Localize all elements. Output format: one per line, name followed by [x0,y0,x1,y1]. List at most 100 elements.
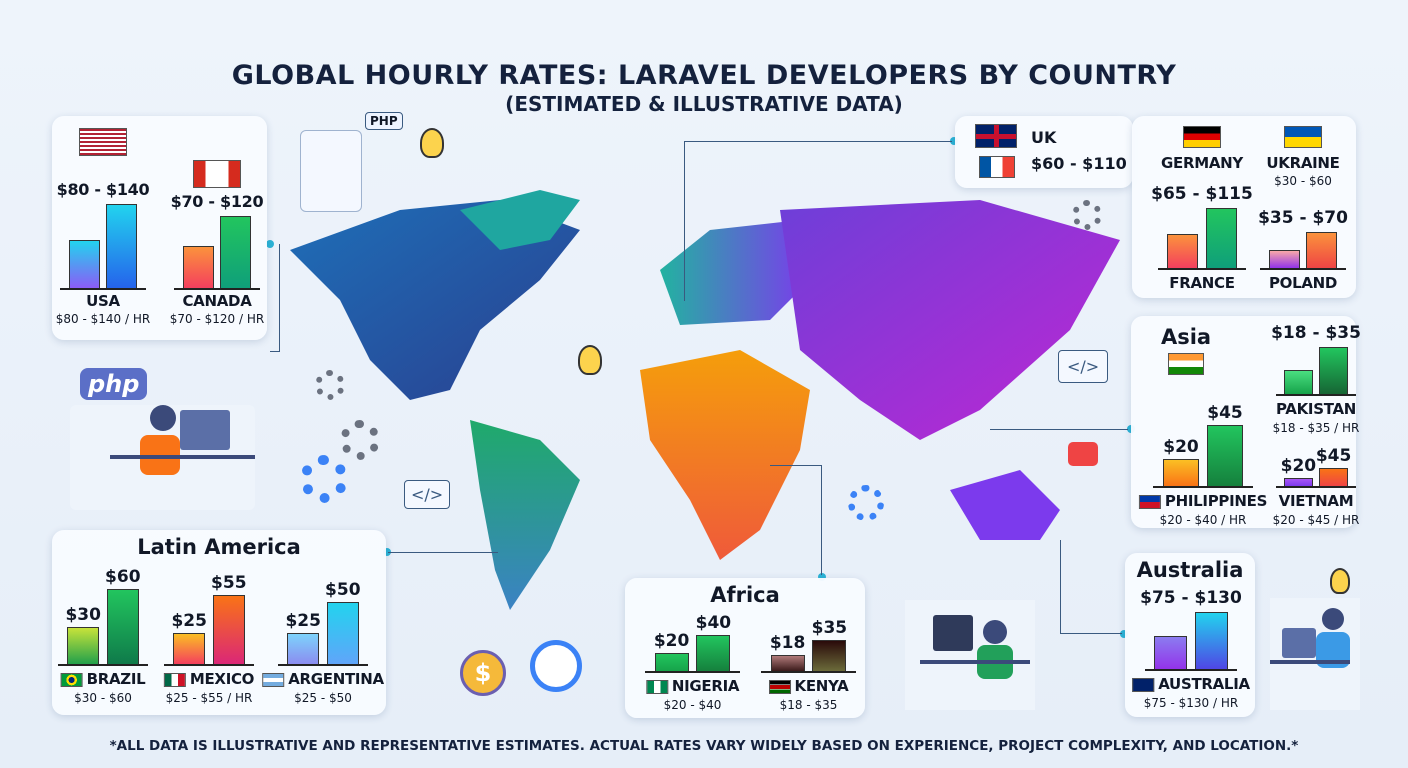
asia-shape [780,200,1120,440]
lightbulb-icon [420,128,444,158]
bar-area [278,601,368,664]
country-name: VIETNAM [1279,492,1354,510]
min-bar-label: $20 [1280,456,1317,476]
min-bar-label: $30 [65,604,101,625]
bar-area [60,204,146,288]
germany-flag-icon [1183,126,1221,148]
bar-min [68,240,100,288]
country-group-australia: $75 - $130 AUSTRALIA $75 - $130 / HR [1132,553,1250,717]
uk-label: UK [1031,128,1057,147]
uk-range: $60 - $110 [1031,154,1127,173]
country-name: UKRAINE [1266,154,1340,172]
connector-line [388,552,498,553]
bar-max [1306,231,1338,268]
bar-baseline [174,288,260,290]
country-group-philippines: $20 $45 PHILIPPINES $20 - $40 / HR [1138,316,1267,528]
country-name: ARGENTINA [262,670,384,688]
min-bar-label: $20 [1163,437,1199,457]
country-name: MEXICO [163,670,255,688]
bar-baseline [278,664,368,666]
country-range: $80 - $140 / HR [55,312,151,326]
country-range: $20 - $40 / HR [1159,513,1247,527]
bar-max [106,204,138,288]
country-range: $18 - $35 / HR [1272,421,1360,435]
min-bar-label: $18 [769,632,806,653]
country-name-text: ARGENTINA [288,670,384,688]
panel-north-america: $80 - $140 USA $80 - $140 / HR $70 - $120 CA… [52,116,267,340]
bar-baseline [1276,394,1356,396]
bar-min [1284,478,1313,486]
bar-min [654,653,689,671]
country-name-text: KENYA [794,677,849,695]
max-bar-label: $50 [325,579,361,600]
bar-area [761,639,856,671]
bar-baseline [761,671,856,673]
australia-shape [950,470,1060,540]
country-group-mexico: $25 $55 MEXICO $25 - $55 / HR [163,530,255,715]
argentina-flag-icon [262,672,285,687]
bar-max [1205,208,1238,268]
range-bar-label: $65 - $115 [1151,184,1253,205]
nigeria-flag-icon [645,679,668,694]
country-name: FRANCE [1169,274,1235,292]
php-badge: PHP [365,112,403,130]
gear-icon [340,420,380,460]
country-name-text: PHILIPPINES [1164,492,1268,510]
country-group-ukraine: $35 - $70 UKRAINE $30 - $60 POLAND [1258,116,1348,298]
bar-max [220,216,252,288]
max-bar-label: $40 [695,613,732,633]
panel-title: Australia [1136,558,1244,582]
bar-area [1260,231,1346,268]
developer-illustration [300,130,362,212]
developer-illustration [70,405,255,510]
panel-title: Latin America [137,535,301,559]
page-title: GLOBAL HOURLY RATES: LARAVEL DEVELOPERS … [231,60,1177,91]
north-america-shape [290,200,580,400]
bar-min [1166,234,1199,268]
country-range: $20 - $45 / HR [1272,513,1360,527]
country-range: $30 - $60 [1274,174,1332,188]
country-name-text: VIETNAM [1278,492,1354,510]
bar-min [770,654,805,671]
kenya-flag-icon [768,679,791,694]
connector-line [990,429,1128,430]
clock-icon [530,640,582,692]
max-bar-label: $55 [211,573,247,594]
gear-icon [1072,200,1102,230]
bar-baseline [645,671,740,673]
footnote: *ALL DATA IS ILLUSTRATIVE AND REPRESENTA… [109,738,1299,754]
country-name-text: MEXICO [189,670,255,688]
connector-line [1060,540,1122,634]
connector-dot [383,548,391,556]
world-map [290,190,1120,610]
gear-icon [315,370,345,400]
bar-min [1268,249,1300,268]
bar-min [1284,369,1313,394]
country-group-nigeria: $20 $40 NIGERIA $20 - $40 [645,578,740,718]
bar-min [1154,635,1188,669]
range-bar-label: $35 - $70 [1258,207,1348,228]
max-bar-label: $45 [1315,446,1352,466]
panel-australia: Australia $75 - $130 AUSTRALIA $75 - $130 /… [1125,553,1255,717]
developer-illustration [905,600,1035,710]
range-bar-label: $80 - $140 [56,180,150,199]
min-bar-label: $25 [285,610,321,631]
philippines-flag-icon [1138,494,1161,509]
bar-min [67,626,100,664]
connector-dot [1120,630,1128,638]
country-group-germany: $65 - $115 GERMANY FRANCE [1151,116,1253,298]
south-america-shape [470,420,580,610]
country-group-pakistan: $18 - $35 PAKISTAN $18 - $35 / HR [1271,316,1361,528]
mexico-flag-icon [163,672,186,687]
canada-flag-icon [193,160,241,188]
connector-dot [818,573,826,581]
bar-area [58,589,148,664]
bar-area [1158,208,1246,268]
country-group-brazil: $30 $60 BRAZIL $30 - $60 [58,530,148,715]
bar-max [106,589,139,664]
country-name: POLAND [1268,274,1338,292]
php-logo: php [80,368,148,400]
uk-flag-icon [975,124,1017,148]
bar-min [1163,459,1199,486]
min-bar-label: $25 [171,610,207,631]
